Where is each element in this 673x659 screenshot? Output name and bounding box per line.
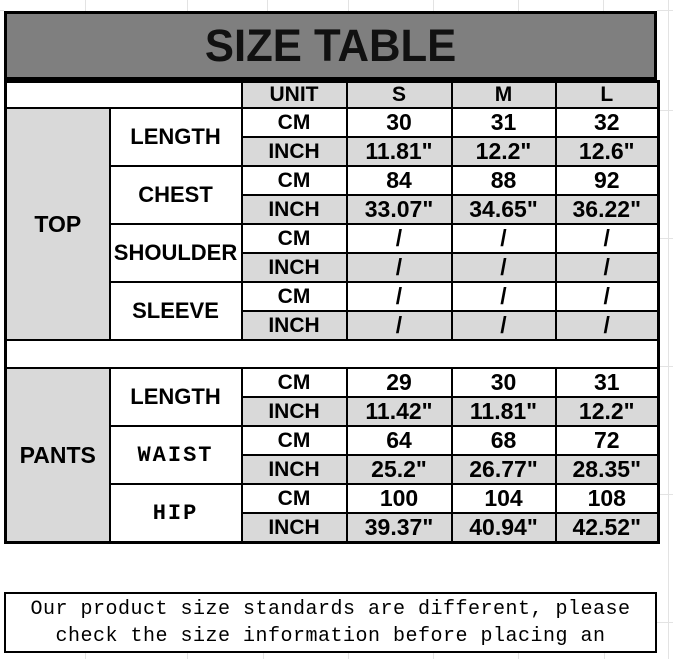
gridline: [657, 494, 673, 495]
size-value: /: [345, 281, 453, 312]
size-value: 25.2": [345, 454, 453, 485]
size-value: /: [450, 310, 557, 341]
size-value: /: [554, 310, 660, 341]
gridline: [0, 10, 4, 11]
gridline: [187, 653, 188, 659]
size-value: 34.65": [450, 194, 557, 225]
size-value: 11.42": [345, 396, 453, 427]
gridline: [187, 0, 188, 11]
size-value: 104: [450, 483, 557, 514]
gridline: [518, 653, 519, 659]
unit-inch-label: INCH: [240, 194, 348, 225]
size-value: 39.37": [345, 512, 453, 544]
size-value: 88: [450, 165, 557, 196]
size-value: 100: [345, 483, 453, 514]
size-value: 92: [554, 165, 660, 196]
size-value: 68: [450, 425, 557, 456]
size-table-title-bar: SIZE TABLE: [4, 11, 657, 80]
unit-inch-label: INCH: [240, 252, 348, 283]
size-value: 30: [345, 107, 453, 138]
size-value: 108: [554, 483, 660, 514]
header-blank-cell: [4, 80, 243, 109]
unit-cm-label: CM: [240, 281, 348, 312]
size-value: /: [450, 281, 557, 312]
size-value: 30: [450, 367, 557, 398]
size-note-line1: Our product size standards are different…: [30, 598, 631, 621]
unit-cm-label: CM: [240, 367, 348, 398]
gridline: [348, 0, 349, 11]
unit-cm-label: CM: [240, 107, 348, 138]
size-value: 11.81": [345, 136, 453, 167]
gridline: [603, 0, 604, 11]
size-value: /: [345, 223, 453, 254]
size-value: /: [554, 281, 660, 312]
size-value: /: [345, 310, 453, 341]
section-label-pants: PANTS: [4, 367, 111, 544]
unit-inch-label: INCH: [240, 136, 348, 167]
measurement-label: HIP: [108, 483, 243, 544]
size-value: 12.6": [554, 136, 660, 167]
unit-inch-label: INCH: [240, 454, 348, 485]
size-value: 31: [554, 367, 660, 398]
gridline: [657, 10, 673, 11]
header-size-l: L: [554, 80, 660, 109]
size-value: /: [554, 252, 660, 283]
gridline: [433, 0, 434, 11]
gridline: [267, 0, 268, 11]
gridline: [657, 366, 673, 367]
measurement-label: LENGTH: [108, 107, 243, 167]
size-value: 28.35": [554, 454, 660, 485]
size-value: 84: [345, 165, 453, 196]
measurement-label: SHOULDER: [108, 223, 243, 283]
measurement-label: CHEST: [108, 165, 243, 225]
size-value: /: [345, 252, 453, 283]
section-label-top: TOP: [4, 107, 111, 341]
gridline: [657, 110, 673, 111]
unit-cm-label: CM: [240, 425, 348, 456]
size-value: /: [450, 223, 557, 254]
unit-inch-label: INCH: [240, 310, 348, 341]
measurement-label: WAIST: [108, 425, 243, 485]
size-note-line2: check the size information before placin…: [55, 625, 606, 648]
unit-cm-label: CM: [240, 483, 348, 514]
header-size-s: S: [345, 80, 453, 109]
unit-cm-label: CM: [240, 223, 348, 254]
header-size-m: M: [450, 80, 557, 109]
measurement-label: LENGTH: [108, 367, 243, 427]
unit-inch-label: INCH: [240, 396, 348, 427]
size-value: 12.2": [554, 396, 660, 427]
page-title: SIZE TABLE: [204, 19, 457, 71]
size-value: 42.52": [554, 512, 660, 544]
size-value: 33.07": [345, 194, 453, 225]
unit-cm-label: CM: [240, 165, 348, 196]
gridline: [657, 622, 673, 623]
size-value: 26.77": [450, 454, 557, 485]
gridline: [668, 0, 669, 659]
size-value: 29: [345, 367, 453, 398]
size-value: 72: [554, 425, 660, 456]
size-value: /: [554, 223, 660, 254]
header-unit: UNIT: [240, 80, 348, 109]
gridline: [433, 653, 434, 659]
gridline: [85, 653, 86, 659]
size-value: 40.94": [450, 512, 557, 544]
gridline: [518, 0, 519, 11]
measurement-label: SLEEVE: [108, 281, 243, 341]
gridline: [604, 653, 605, 659]
size-value: 31: [450, 107, 557, 138]
size-value: 11.81": [450, 396, 557, 427]
unit-inch-label: INCH: [240, 512, 348, 544]
gridline: [348, 653, 349, 659]
size-value: 36.22": [554, 194, 660, 225]
size-table: UNIT S M L TOP LENGTH CM 30 31 32 INCH 1…: [4, 80, 660, 544]
size-value: 12.2": [450, 136, 557, 167]
gridline: [657, 238, 673, 239]
size-value: 64: [345, 425, 453, 456]
spacer-row: [4, 339, 660, 369]
size-note: Our product size standards are different…: [4, 592, 657, 653]
size-value: /: [450, 252, 557, 283]
size-value: 32: [554, 107, 660, 138]
gridline: [263, 653, 264, 659]
gridline: [85, 0, 86, 11]
